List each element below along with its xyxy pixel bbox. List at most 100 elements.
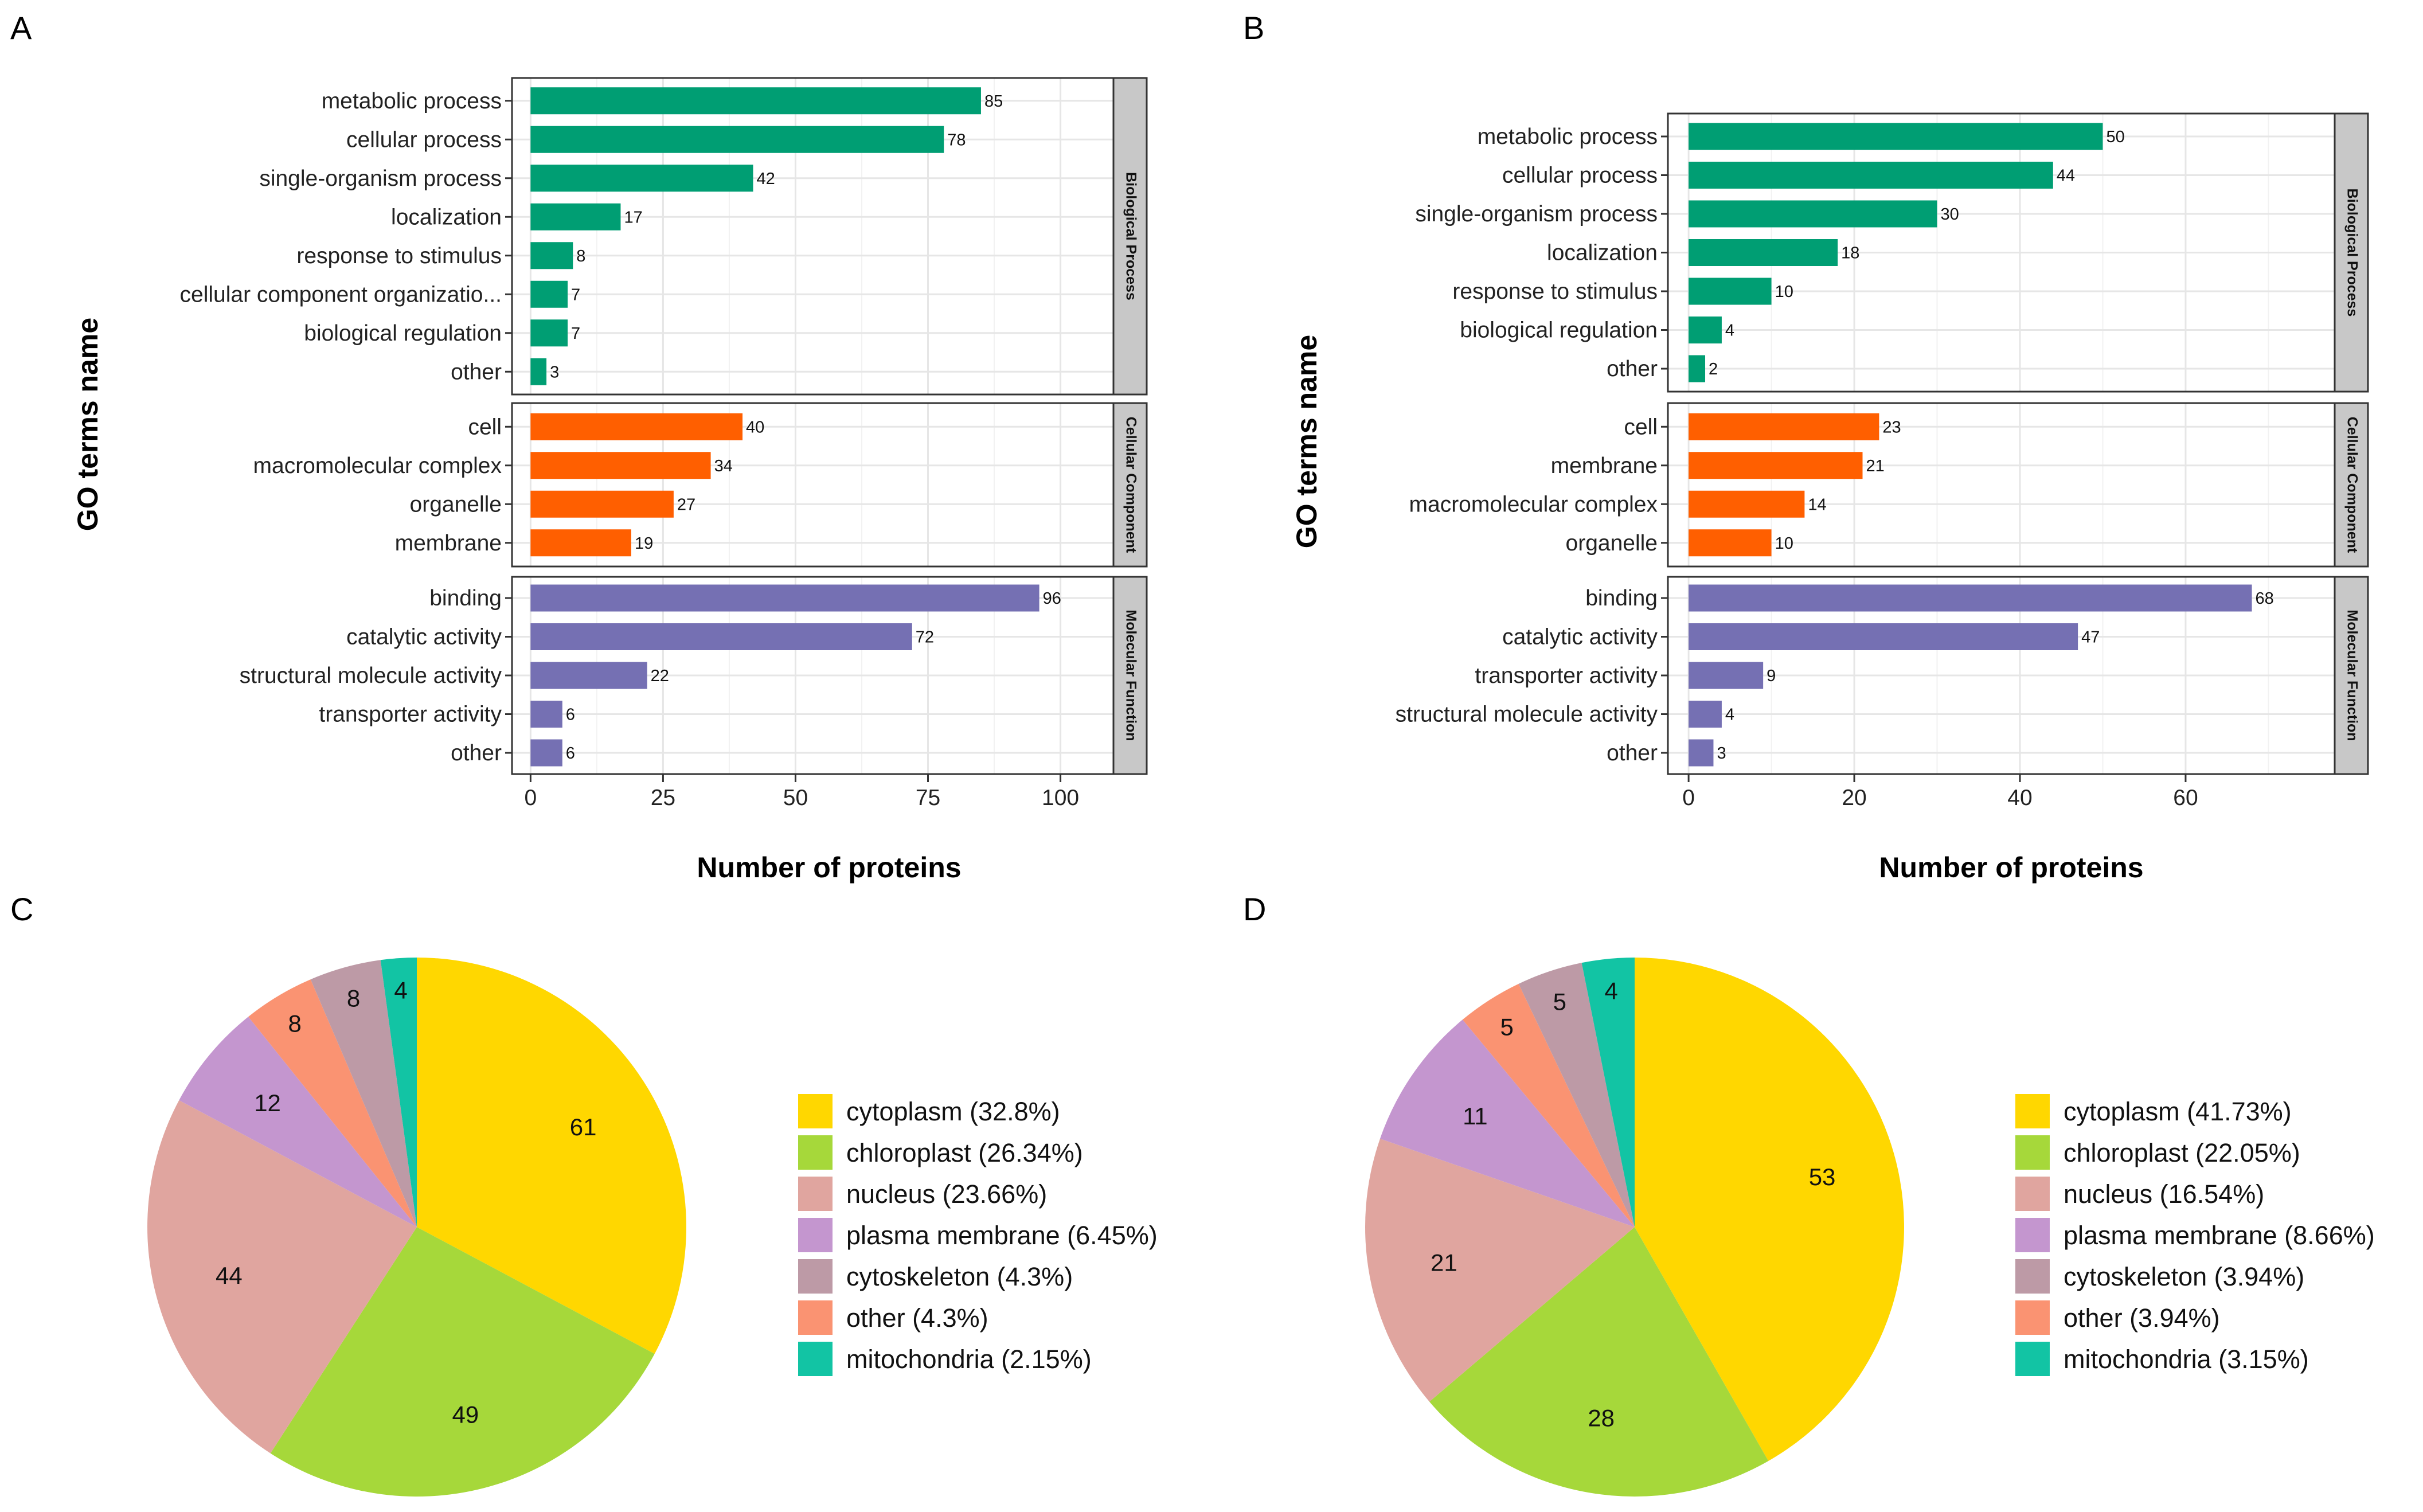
bar-value-label-a-metabolic-process: 85 bbox=[984, 92, 1003, 111]
bar-value-label-b-other: 2 bbox=[1709, 360, 1718, 378]
y-axis-title-a: GO terms name bbox=[72, 318, 104, 531]
legend-label-d-4: cytoskeleton (3.94%) bbox=[2064, 1262, 2304, 1291]
bar-a-other bbox=[530, 358, 547, 385]
y-tick-label-b-metabolic-process: metabolic process bbox=[1478, 124, 1658, 149]
x-tick-label-a-25: 25 bbox=[651, 786, 675, 810]
y-tick-label-a-structural-molecule-activity: structural molecule activity bbox=[240, 663, 502, 688]
y-tick-label-a-single-organism-process: single-organism process bbox=[259, 166, 502, 191]
y-tick-label-b-cell: cell bbox=[1624, 415, 1658, 439]
y-tick-label-a-cellular-component-organizatio: cellular component organizatio... bbox=[180, 282, 502, 307]
bar-value-label-b-localization: 18 bbox=[1841, 244, 1859, 263]
bar-a-structural-molecule-activity bbox=[530, 662, 647, 689]
bar-a-cellular-process bbox=[530, 126, 944, 153]
panel-letter-b: B bbox=[1243, 10, 1264, 46]
pie-value-label-c-cytoskeleton: 8 bbox=[347, 984, 360, 1011]
y-tick-label-a-transporter-activity: transporter activity bbox=[319, 702, 502, 727]
bar-b-binding bbox=[1689, 584, 2252, 612]
pie-slice-d-cytoplasm bbox=[1635, 958, 1904, 1461]
legend-label-c-6: mitochondria (2.15%) bbox=[846, 1345, 1092, 1374]
legend-swatch-c-3 bbox=[798, 1218, 833, 1252]
pie-slice-c-plasma-membrane bbox=[179, 1017, 417, 1227]
bar-value-label-a-other: 6 bbox=[566, 744, 575, 763]
y-tick-label-a-membrane: membrane bbox=[395, 531, 502, 556]
legend-swatch-d-1 bbox=[2015, 1135, 2050, 1170]
bar-b-membrane bbox=[1689, 452, 1863, 479]
y-tick-label-a-response-to-stimulus: response to stimulus bbox=[296, 244, 502, 268]
x-axis-title-a: Number of proteins bbox=[697, 851, 961, 884]
facet-strip-label-b-biological-process: Biological Process bbox=[2344, 189, 2360, 317]
legend-swatch-c-0 bbox=[798, 1094, 833, 1128]
x-tick-label-a-100: 100 bbox=[1042, 786, 1079, 810]
bar-value-label-b-other: 3 bbox=[1717, 744, 1726, 763]
bar-value-label-a-membrane: 19 bbox=[635, 534, 653, 553]
bar-a-localization bbox=[530, 203, 621, 230]
bar-value-label-a-organelle: 27 bbox=[677, 495, 695, 514]
bar-b-single-organism-process bbox=[1689, 200, 1937, 228]
bar-value-label-b-macromolecular-complex: 14 bbox=[1808, 495, 1826, 514]
pie-value-label-c-nucleus: 44 bbox=[216, 1262, 243, 1289]
bar-value-label-a-structural-molecule-activity: 22 bbox=[651, 667, 669, 685]
y-tick-label-a-biological-regulation: biological regulation bbox=[304, 321, 502, 346]
bar-a-cell bbox=[530, 413, 743, 440]
pie-value-label-d-chloroplast: 28 bbox=[1588, 1404, 1615, 1431]
bar-value-label-a-biological-regulation: 7 bbox=[571, 325, 580, 343]
y-tick-label-a-other: other bbox=[451, 360, 502, 384]
bar-a-catalytic-activity bbox=[530, 623, 912, 650]
bar-value-label-a-cellular-process: 78 bbox=[947, 131, 966, 149]
bar-b-other bbox=[1689, 739, 1714, 767]
bar-a-binding bbox=[530, 584, 1039, 612]
pie-slice-d-plasma-membrane bbox=[1379, 1019, 1635, 1227]
pie-slice-d-chloroplast bbox=[1429, 1227, 1769, 1497]
y-tick-label-b-other: other bbox=[1607, 741, 1658, 765]
legend-swatch-d-2 bbox=[2015, 1177, 2050, 1211]
pie-value-label-d-other: 5 bbox=[1500, 1014, 1513, 1041]
legend-swatch-c-5 bbox=[798, 1300, 833, 1335]
pie-value-label-c-mitochondria: 4 bbox=[394, 976, 407, 1003]
facet-strip-a-cellular-component bbox=[1112, 402, 1148, 568]
facet-strip-b-biological-process bbox=[2334, 112, 2369, 393]
bar-value-label-b-catalytic-activity: 47 bbox=[2081, 628, 2100, 647]
legend-swatch-d-3 bbox=[2015, 1218, 2050, 1252]
y-tick-label-b-biological-regulation: biological regulation bbox=[1460, 318, 1658, 343]
y-axis-title-b: GO terms name bbox=[1291, 335, 1323, 548]
x-axis-title-b: Number of proteins bbox=[1879, 851, 2143, 884]
y-tick-label-b-macromolecular-complex: macromolecular complex bbox=[1409, 492, 1658, 517]
pie-slice-c-other bbox=[248, 979, 417, 1227]
legend-swatch-d-6 bbox=[2015, 1342, 2050, 1376]
legend-swatch-d-0 bbox=[2015, 1094, 2050, 1128]
bar-value-label-b-metabolic-process: 50 bbox=[2106, 128, 2124, 146]
y-tick-label-a-cellular-process: cellular process bbox=[346, 127, 502, 152]
legend-label-d-5: other (3.94%) bbox=[2064, 1303, 2220, 1333]
legend-label-c-5: other (4.3%) bbox=[846, 1303, 988, 1333]
panel-letter-d: D bbox=[1243, 891, 1266, 927]
y-tick-label-b-binding: binding bbox=[1585, 586, 1658, 611]
bar-value-label-b-structural-molecule-activity: 4 bbox=[1725, 706, 1734, 724]
bar-value-label-b-cellular-process: 44 bbox=[2057, 167, 2075, 185]
legend-swatch-d-4 bbox=[2015, 1259, 2050, 1294]
bar-b-cell bbox=[1689, 413, 1879, 440]
pie-slice-c-cytoplasm bbox=[417, 958, 687, 1354]
bar-value-label-a-localization: 17 bbox=[624, 208, 642, 226]
x-tick-label-b-0: 0 bbox=[1682, 786, 1695, 810]
legend-label-c-3: plasma membrane (6.45%) bbox=[846, 1221, 1158, 1250]
facet-strip-b-molecular-function bbox=[2334, 576, 2369, 775]
bar-value-label-b-response-to-stimulus: 10 bbox=[1775, 283, 1793, 301]
panel-letter-c: C bbox=[10, 891, 33, 927]
y-tick-label-a-macromolecular-complex: macromolecular complex bbox=[253, 454, 502, 478]
bar-b-cellular-process bbox=[1689, 162, 2053, 189]
bar-value-label-b-membrane: 21 bbox=[1866, 457, 1885, 475]
legend-label-c-4: cytoskeleton (4.3%) bbox=[846, 1262, 1073, 1291]
bar-value-label-a-catalytic-activity: 72 bbox=[916, 628, 934, 647]
panel-letter-a: A bbox=[10, 10, 32, 46]
bar-b-biological-regulation bbox=[1689, 317, 1722, 343]
y-tick-label-b-transporter-activity: transporter activity bbox=[1475, 663, 1658, 688]
y-tick-label-b-structural-molecule-activity: structural molecule activity bbox=[1396, 702, 1658, 727]
x-tick-label-b-20: 20 bbox=[1842, 786, 1866, 810]
legend-label-c-2: nucleus (23.66%) bbox=[846, 1179, 1047, 1209]
bar-value-label-a-binding: 96 bbox=[1043, 589, 1061, 608]
bar-value-label-b-binding: 68 bbox=[2256, 589, 2274, 608]
pie-slice-d-mitochondria bbox=[1581, 958, 1635, 1227]
legend-label-c-0: cytoplasm (32.8%) bbox=[846, 1097, 1060, 1126]
y-tick-label-a-binding: binding bbox=[429, 586, 502, 611]
x-tick-label-a-0: 0 bbox=[524, 786, 537, 810]
